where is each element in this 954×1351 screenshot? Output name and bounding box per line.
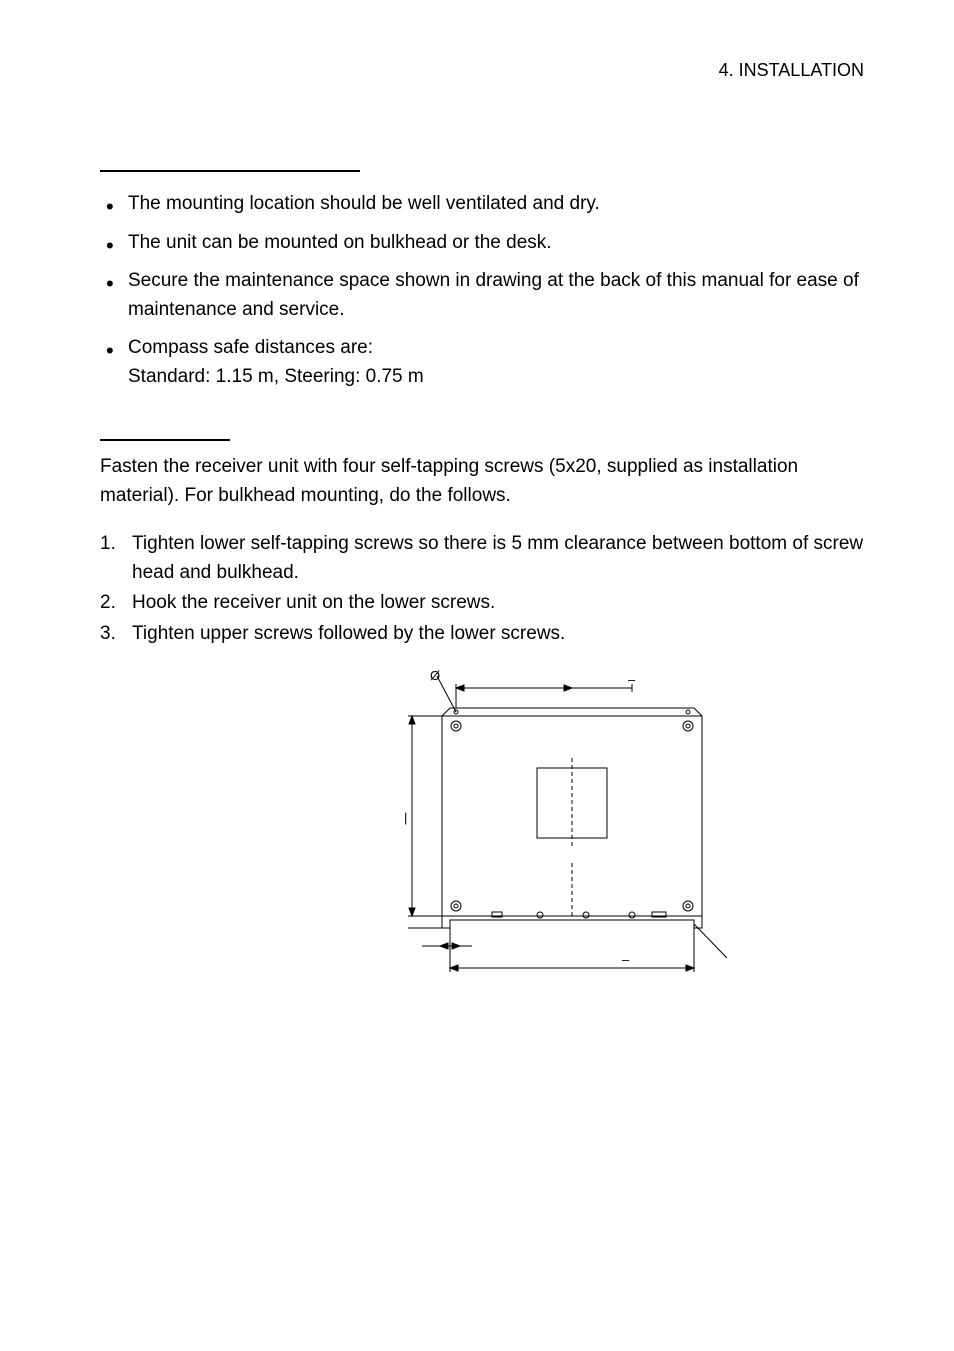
mounting-diagram-svg: Ø – – | [322,668,742,988]
mounting-figure: Ø – – | [100,668,864,988]
list-item: Compass safe distances are: Standard: 1.… [100,334,864,391]
diameter-label: Ø [430,668,440,683]
dim-dash-top: – [628,672,636,687]
step-number: 2. [100,589,116,618]
step-text: Tighten lower self-tapping screws so the… [132,533,863,583]
mounting-steps: 1. Tighten lower self-tapping screws so t… [100,530,864,648]
list-text: Secure the maintenance space shown in dr… [128,270,859,320]
list-item: Secure the maintenance space shown in dr… [100,267,864,324]
page-content: The mounting location should be well ven… [100,170,864,988]
step-text: Hook the receiver unit on the lower scre… [132,592,495,613]
dim-dash-bottom: – [622,952,630,967]
list-text: Compass safe distances are: [128,337,373,358]
page-header-chapter: 4. INSTALLATION [719,60,864,81]
step-number: 3. [100,620,116,649]
dim-left-tick: | [404,810,407,825]
list-item: 3. Tighten upper screws followed by the l… [100,620,864,649]
list-item: 2. Hook the receiver unit on the lower sc… [100,589,864,618]
list-item: The unit can be mounted on bulkhead or t… [100,229,864,258]
list-item: The mounting location should be well ven… [100,190,864,219]
step-text: Tighten upper screws followed by the low… [132,623,565,644]
list-text: The unit can be mounted on bulkhead or t… [128,232,552,253]
mounting-paragraph: Fasten the receiver unit with four self-… [100,453,864,510]
list-text: Standard: 1.15 m, Steering: 0.75 m [128,366,424,387]
section-underline-2 [100,439,230,441]
section-underline-1 [100,170,360,172]
list-item: 1. Tighten lower self-tapping screws so t… [100,530,864,587]
step-number: 1. [100,530,116,559]
list-text: The mounting location should be well ven… [128,193,600,214]
considerations-list: The mounting location should be well ven… [100,190,864,391]
